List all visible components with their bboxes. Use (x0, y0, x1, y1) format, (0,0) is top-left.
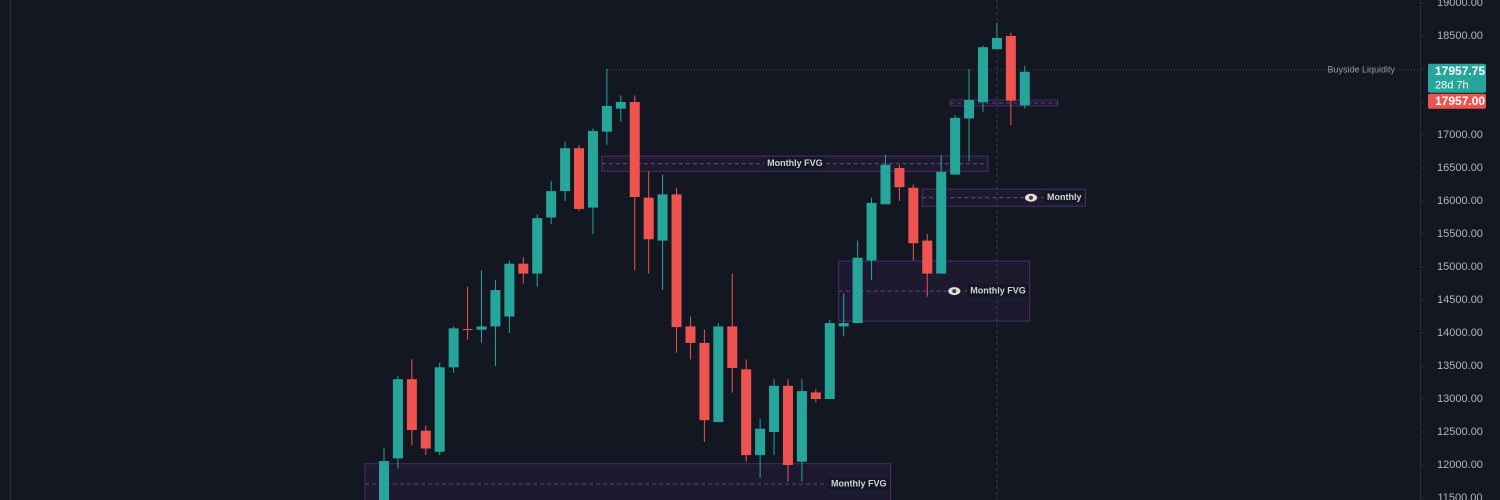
candle-body (532, 218, 543, 274)
candle-body (615, 101, 626, 109)
zone-label-bg (827, 477, 890, 490)
price-tag-2 (1428, 93, 1486, 109)
y-tick-label: 13500.00 (1437, 360, 1483, 372)
zone-label-bg (1044, 191, 1085, 204)
candle-body (838, 323, 849, 327)
candle-body (810, 392, 821, 400)
candle-body (434, 367, 445, 452)
y-tick-label: 13000.00 (1437, 393, 1483, 405)
zone-label: Monthly FVG (831, 479, 887, 489)
zone-label: Monthly FVG (970, 285, 1026, 295)
candle-body (574, 148, 585, 209)
candle-body (406, 379, 417, 431)
plot-area: Monthly FVG Monthly FVG Monthly FVG Monthly… (364, 22, 1420, 500)
candle-body (782, 385, 793, 466)
y-tick-label: 15500.00 (1437, 228, 1483, 240)
eye-pupil (1029, 195, 1033, 200)
candle-body (769, 385, 780, 433)
countdown: 28d 7h (1435, 80, 1469, 92)
candle-body (964, 100, 975, 119)
candle-body (727, 326, 738, 368)
candle-body (490, 290, 501, 327)
price-axis: 19000.0018500.0018000.0017500.0017000.00… (1420, 0, 1486, 500)
candle-body (629, 101, 640, 198)
candle-body (560, 148, 571, 192)
y-tick-label: 15000.00 (1437, 261, 1483, 273)
candle-body (448, 328, 459, 368)
y-tick-label: 12500.00 (1437, 426, 1483, 438)
y-tick-label: 14500.00 (1437, 294, 1483, 306)
zone-label: Monthly (1047, 192, 1082, 202)
candle-body (908, 187, 919, 244)
liquidity-label: Buyside Liquidity (1327, 64, 1395, 74)
zone-label: Monthly FVG (767, 158, 823, 168)
candle-body (476, 326, 487, 330)
candle-body (880, 164, 891, 205)
candle-body (741, 369, 752, 456)
y-tick-label: 16500.00 (1437, 162, 1483, 174)
candle-body (713, 326, 724, 423)
candle-body (894, 167, 905, 188)
y-tick-label: 12000.00 (1437, 459, 1483, 471)
candle-body (685, 326, 696, 343)
eye-pupil (952, 289, 957, 294)
candle-body (866, 202, 877, 261)
candle-body (824, 323, 835, 400)
zone-label-bg (764, 157, 826, 170)
y-tick-label: 11500.00 (1437, 492, 1482, 500)
candle-body (587, 131, 598, 208)
last-price-tag (1428, 63, 1486, 93)
candle-body (643, 197, 654, 240)
candle-body (991, 37, 1002, 50)
candle-body (699, 342, 710, 421)
candle-body (922, 240, 933, 274)
candle-body (420, 430, 431, 449)
price-label-2: 17957.00 (1435, 94, 1485, 108)
candle-body (852, 257, 863, 324)
candle-body (1019, 71, 1030, 106)
last-price-label: 17957.75 (1435, 64, 1485, 78)
candle-body (755, 428, 766, 456)
candle-body (379, 461, 389, 500)
candle-body (601, 105, 612, 132)
y-tick-label: 18500.00 (1437, 30, 1483, 42)
candle-body (977, 47, 988, 102)
fvg-zone (364, 463, 891, 500)
y-tick-label: 19000.00 (1437, 0, 1483, 9)
candle-body (504, 263, 515, 317)
candle-body (657, 194, 668, 241)
candle-body (936, 171, 947, 274)
zone-label-bg (967, 284, 1029, 297)
candle-body (462, 329, 473, 331)
candle-body (671, 194, 682, 328)
candle-body (950, 117, 961, 175)
candle-body (796, 391, 807, 462)
y-tick-label: 17000.00 (1437, 129, 1483, 141)
candle-body (1005, 35, 1016, 101)
candle-body (392, 379, 403, 459)
y-tick-label: 14000.00 (1437, 327, 1483, 339)
candle-body (546, 191, 557, 218)
candle-body (518, 263, 529, 274)
y-tick-label: 16000.00 (1437, 195, 1483, 207)
